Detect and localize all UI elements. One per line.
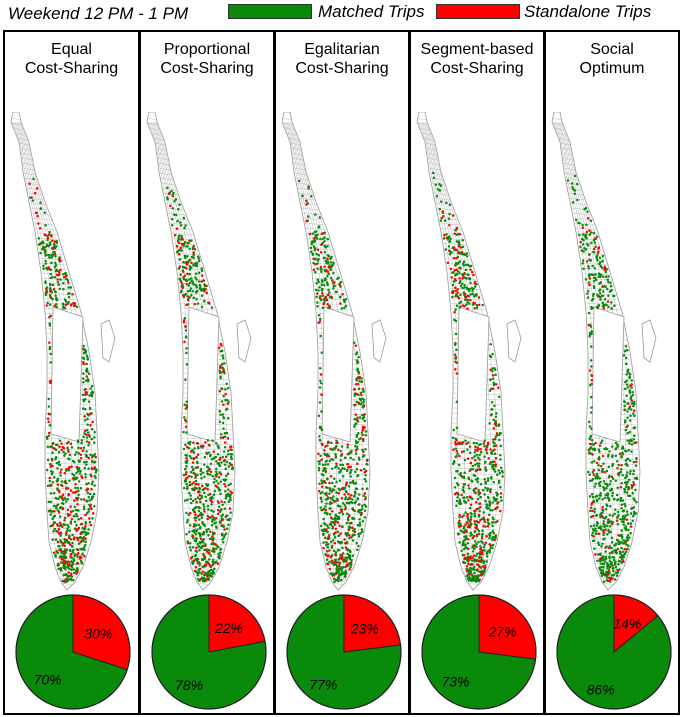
- roosevelt-island: [100, 319, 116, 363]
- trip-dots: [431, 171, 504, 583]
- pie-label-standalone: 14%: [613, 616, 641, 632]
- panel-title: Equal Cost-Sharing: [5, 40, 138, 78]
- panel-proportional: Proportional Cost-Sharing 22% 78%: [139, 30, 275, 715]
- panel-title: Segment-based Cost-Sharing: [411, 40, 543, 78]
- panel-title-line2: Cost-Sharing: [430, 60, 524, 77]
- central-park: [456, 306, 490, 443]
- panel-title-line1: Equal: [51, 41, 92, 58]
- panel-egalitarian: Egalitarian Cost-Sharing 23% 77%: [274, 30, 410, 715]
- trip-dots: [28, 177, 98, 584]
- pie-label-matched: 78%: [175, 677, 203, 693]
- panel-social-optimum: Social Optimum 14% 86%: [544, 30, 680, 715]
- panel-equal: Equal Cost-Sharing 30% 70%: [3, 30, 140, 715]
- roosevelt-island: [506, 319, 522, 363]
- pie-label-standalone: 23%: [350, 620, 379, 636]
- central-park: [591, 306, 625, 443]
- manhattan-map: [281, 112, 387, 591]
- roosevelt-island: [641, 319, 657, 363]
- pie-chart: 23% 77%: [286, 594, 402, 710]
- legend-swatch-standalone: [436, 4, 520, 19]
- pie-chart: 27% 73%: [421, 594, 537, 710]
- panel-title-line1: Egalitarian: [304, 41, 380, 58]
- legend-label-standalone: Standalone Trips: [524, 2, 652, 21]
- manhattan-map: [10, 112, 116, 591]
- roosevelt-island: [236, 319, 252, 363]
- legend-swatch-matched: [228, 4, 312, 19]
- pie-chart: 22% 78%: [151, 594, 267, 710]
- panel-title-line1: Segment-based: [420, 41, 534, 58]
- pie-label-matched: 73%: [441, 674, 469, 690]
- panel-title-line2: Cost-Sharing: [24, 60, 119, 77]
- panel-title: Social Optimum: [546, 40, 678, 78]
- legend-label-matched: Matched Trips: [318, 2, 425, 21]
- pie-label-standalone: 22%: [214, 620, 243, 636]
- trip-dots: [566, 174, 639, 583]
- panel-title-line1: Social: [590, 41, 634, 58]
- pie-chart: 14% 86%: [556, 594, 672, 710]
- panel-title: Egalitarian Cost-Sharing: [276, 40, 408, 78]
- trip-dots: [297, 179, 369, 584]
- pie-label-matched: 77%: [309, 677, 337, 693]
- manhattan-map: [551, 112, 657, 591]
- central-park: [50, 306, 84, 443]
- pie-label-standalone: 30%: [84, 626, 112, 642]
- central-park: [186, 306, 220, 443]
- panel-title-line2: Cost-Sharing: [295, 60, 389, 77]
- roosevelt-island: [371, 319, 387, 363]
- central-park: [321, 306, 355, 443]
- panel-title: Proportional Cost-Sharing: [141, 40, 273, 78]
- panel-title-line2: Optimum: [579, 60, 645, 77]
- pie-chart: 30% 70%: [15, 594, 131, 710]
- trip-dots: [166, 186, 235, 583]
- pie-label-standalone: 27%: [488, 623, 517, 639]
- manhattan-map: [146, 112, 252, 591]
- figure-header: Weekend 12 PM - 1 PM Matched Trips Stand…: [0, 0, 696, 30]
- pie-label-matched: 86%: [587, 681, 615, 697]
- figure-title: Weekend 12 PM - 1 PM: [8, 4, 189, 23]
- panel-title-line2: Cost-Sharing: [160, 60, 254, 77]
- panel-title-line1: Proportional: [163, 41, 251, 58]
- manhattan-map: [416, 112, 522, 591]
- panel-segment-based: Segment-based Cost-Sharing 27% 73%: [409, 30, 545, 715]
- pie-label-matched: 70%: [34, 671, 62, 687]
